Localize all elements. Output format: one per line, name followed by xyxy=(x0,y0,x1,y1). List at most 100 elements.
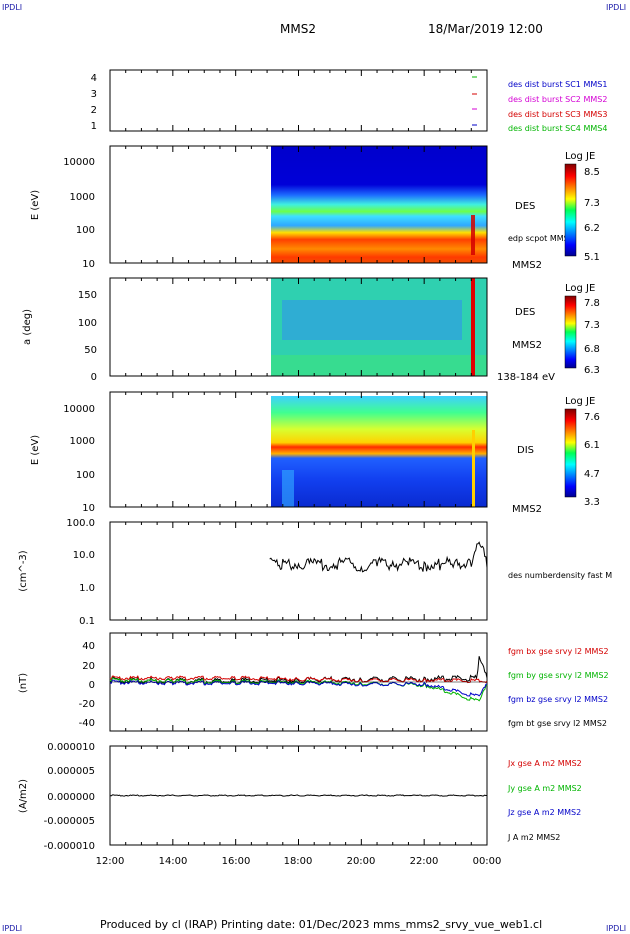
p3-cbar-tick: 7.8 xyxy=(584,298,600,309)
p7-j-line xyxy=(109,794,488,797)
p7-tick-label: -0.000005 xyxy=(44,816,95,827)
p5-tick-label: 0.1 xyxy=(79,616,95,627)
p3-ylabel: a (deg) xyxy=(22,309,33,345)
p2-scpot-label: edp scpot MMS2 xyxy=(508,234,574,243)
p6-legend-bt: fgm bt gse srvy l2 MMS2 xyxy=(508,719,607,728)
p7-ylabel: (A/m2) xyxy=(18,779,29,813)
panel-p7: (A/m2) 0.000010 0.000005 0.000000 -0.000… xyxy=(18,742,582,852)
p4-tick-label: 1000 xyxy=(70,436,95,447)
p4-tick-label: 100 xyxy=(76,470,95,481)
p5-tick-label: 10.0 xyxy=(73,550,95,561)
p2-tick-label: 10000 xyxy=(63,157,95,168)
p4-tick-label: 10000 xyxy=(63,404,95,415)
p2-spectrogram xyxy=(271,146,487,263)
p4-cbar-title: Log JE xyxy=(565,396,595,407)
panel-p5-frame xyxy=(109,521,488,621)
p1-tick-label: 3 xyxy=(91,89,97,100)
p7-tick-label: 0.000010 xyxy=(47,742,95,753)
p6-bx-line xyxy=(109,675,488,684)
p1-legend-1: des dist burst SC1 MMS1 xyxy=(508,80,607,89)
time-axis: 12:00 14:00 16:00 18:00 20:00 22:00 00:0… xyxy=(96,856,502,867)
time-tick-label: 16:00 xyxy=(222,856,251,867)
p2-colorbar xyxy=(564,163,577,257)
p2-spectrogram-feature xyxy=(471,215,475,255)
p2-instrument-label: DES xyxy=(515,201,535,212)
time-tick-label: 18:00 xyxy=(284,856,313,867)
p1-legend-2: des dist burst SC2 MMS2 xyxy=(508,95,607,104)
p4-spectrogram xyxy=(271,396,487,507)
header-spacecraft: MMS2 xyxy=(280,22,316,36)
p6-legend-bz: fgm bz gse srvy l2 MMS2 xyxy=(508,695,608,704)
p3-cbar-tick: 6.8 xyxy=(584,344,600,355)
p3-cbar-tick: 6.3 xyxy=(584,365,600,376)
p3-spectrogram-feature xyxy=(282,300,462,340)
p6-tick-label: 0 xyxy=(89,680,95,691)
p6-bz-line xyxy=(109,679,488,697)
time-tick-label: 12:00 xyxy=(96,856,125,867)
p3-colorbar xyxy=(564,295,577,369)
p3-tick-label: 150 xyxy=(78,290,97,301)
p1-tick-label: 4 xyxy=(91,73,97,84)
p3-energy-range-label: 138-184 eV xyxy=(497,372,555,383)
p4-ylabel: E (eV) xyxy=(30,435,41,465)
p3-spectrogram-feature xyxy=(271,355,487,376)
p1-legend-3: des dist burst SC3 MMS3 xyxy=(508,110,607,119)
p6-tick-label: -40 xyxy=(79,718,95,729)
p5-ylabel: (cm^-3) xyxy=(18,550,29,591)
p4-cbar-tick: 3.3 xyxy=(584,497,600,508)
p7-tick-label: 0.000000 xyxy=(47,792,95,803)
p4-instrument-label: DIS xyxy=(517,445,534,456)
panel-p4: E (eV) 10000 1000 100 10 DIS MMS2 Log JE… xyxy=(30,391,600,515)
p4-colorbar xyxy=(564,408,577,498)
footer-text: Produced by cl (IRAP) Printing date: 01/… xyxy=(100,918,543,931)
p2-tick-label: 1000 xyxy=(70,192,95,203)
p3-cbar-tick: 7.3 xyxy=(584,320,600,331)
p4-cbar-tick: 4.7 xyxy=(584,469,600,480)
p3-tick-label: 100 xyxy=(78,318,97,329)
corner-mark-bl: IPDLI xyxy=(2,924,23,933)
p2-tick-label: 100 xyxy=(76,225,95,236)
p7-tick-label: -0.000010 xyxy=(44,841,95,852)
p2-cbar-tick: 7.3 xyxy=(584,198,600,209)
panel-p1-frame xyxy=(109,69,488,132)
p6-legend-by: fgm by gse srvy l2 MMS2 xyxy=(508,671,609,680)
panel-p2: E (eV) 10000 1000 100 10 DES edp scpot M… xyxy=(30,145,600,271)
header-datetime: 18/Mar/2019 12:00 xyxy=(428,22,543,36)
p2-tick-label: 10 xyxy=(82,259,95,270)
p6-bt-line xyxy=(109,656,488,685)
p7-legend-j: J A m2 MMS2 xyxy=(507,833,560,842)
p2-cbar-tick: 5.1 xyxy=(584,252,600,263)
p6-ylabel: (nT) xyxy=(18,673,29,693)
p2-cbar-tick: 8.5 xyxy=(584,167,600,178)
p6-by-line xyxy=(109,677,488,702)
p5-tick-label: 1.0 xyxy=(79,583,95,594)
p2-ylabel: E (eV) xyxy=(30,190,41,220)
p6-legend-bx: fgm bx gse srvy l2 MMS2 xyxy=(508,647,609,656)
p5-tick-label: 100.0 xyxy=(66,518,95,529)
p6-tick-label: 40 xyxy=(82,641,95,652)
panel-p5: (cm^-3) 100.0 10.0 1.0 0.1 des numberden… xyxy=(18,518,612,627)
p2-cbar-title: Log JE xyxy=(565,151,595,162)
axis-ticks xyxy=(109,70,488,845)
p1-legend-4: des dist burst SC4 MMS4 xyxy=(508,124,607,133)
p2-cbar-tick: 6.2 xyxy=(584,223,600,234)
corner-mark-tr: IPDLI xyxy=(606,3,627,12)
p3-tick-label: 50 xyxy=(84,345,97,356)
p1-tick-label: 2 xyxy=(91,105,97,116)
p4-spectrogram-feature xyxy=(282,470,294,507)
time-tick-label: 14:00 xyxy=(159,856,188,867)
p3-tick-label: 0 xyxy=(91,372,97,383)
p3-cbar-title: Log JE xyxy=(565,283,595,294)
time-tick-label: 22:00 xyxy=(410,856,439,867)
p6-tick-label: -20 xyxy=(79,699,95,710)
p4-tick-label: 10 xyxy=(82,503,95,514)
data-lines xyxy=(109,541,488,797)
p3-spectrogram-feature xyxy=(471,278,475,376)
p5-density-line xyxy=(269,541,488,573)
time-tick-label: 20:00 xyxy=(347,856,376,867)
corner-mark-tl: IPDLI xyxy=(2,3,23,12)
p4-cbar-tick: 6.1 xyxy=(584,440,600,451)
p3-instrument-label: DES xyxy=(515,307,535,318)
p1-tick-label: 1 xyxy=(91,121,97,132)
